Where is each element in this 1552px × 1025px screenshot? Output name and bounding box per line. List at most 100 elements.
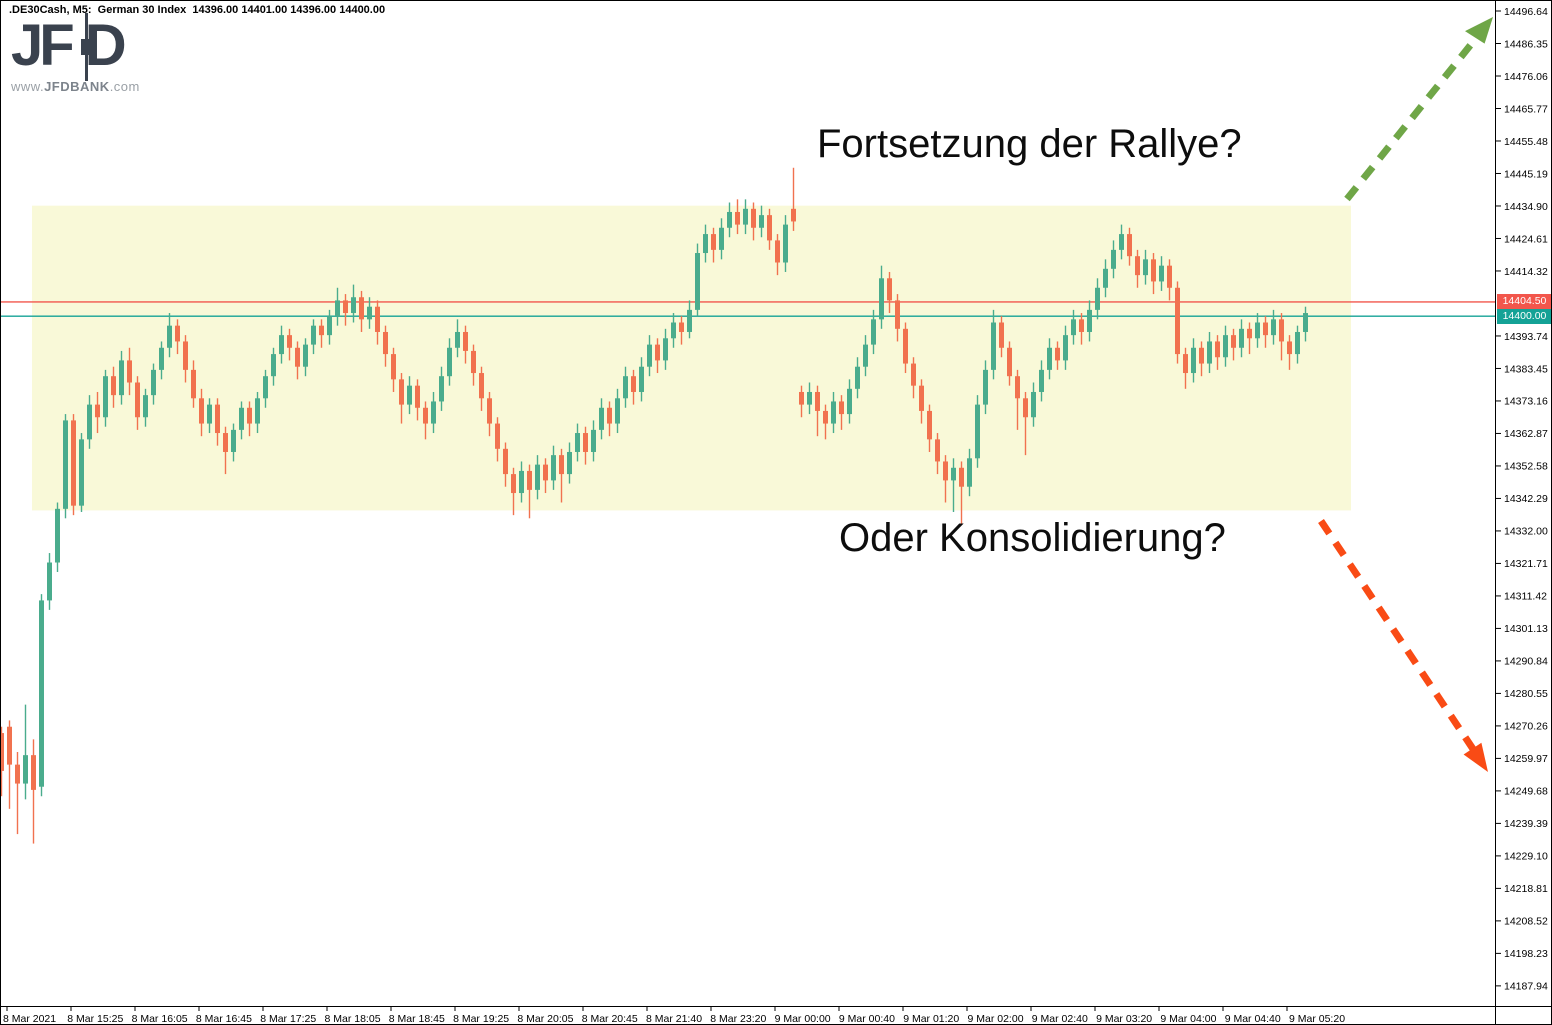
bull-candle — [79, 439, 84, 506]
bear-candle — [655, 344, 660, 361]
price-tick-label: 14249.68 — [1504, 786, 1548, 798]
time-tick-label: 9 Mar 03:20 — [1096, 1013, 1152, 1025]
bear-candle — [375, 306, 380, 332]
bull-candle — [39, 600, 44, 787]
bear-candle — [527, 470, 532, 490]
bear-candle — [943, 461, 948, 481]
bull-candle — [1047, 347, 1052, 370]
bull-candle — [455, 331, 460, 348]
bear-candle — [471, 350, 476, 374]
bear-candle — [903, 328, 908, 364]
bear-candle — [511, 474, 516, 494]
bull-candle — [439, 376, 444, 402]
price-tick-label: 14434.90 — [1504, 201, 1548, 213]
bull-candle — [159, 347, 164, 370]
bull-candle — [695, 253, 700, 310]
price-tick-label: 14270.26 — [1504, 721, 1548, 733]
bull-candle — [1063, 335, 1068, 361]
bull-candle — [1207, 341, 1212, 364]
time-tick-label: 8 Mar 18:45 — [389, 1013, 445, 1025]
bull-candle — [143, 395, 148, 418]
bear-candle — [1183, 354, 1188, 374]
bull-candle — [647, 344, 652, 367]
bull-candle — [207, 404, 212, 424]
bear-candle — [1055, 347, 1060, 361]
bear-candle — [1, 733, 4, 771]
price-tick-label: 14455.48 — [1504, 136, 1548, 148]
price-tick-label: 14229.10 — [1504, 851, 1548, 863]
price-tick-label: 14362.87 — [1504, 428, 1548, 440]
bear-candle — [191, 369, 196, 399]
price-tick-label: 14352.58 — [1504, 461, 1548, 473]
time-tick-label: 9 Mar 05:20 — [1289, 1013, 1345, 1025]
price-tick-label: 14259.97 — [1504, 753, 1548, 765]
time-tick-label: 8 Mar 20:05 — [517, 1013, 573, 1025]
down-trend-arrow — [1318, 519, 1476, 751]
bull-candle — [591, 429, 596, 452]
bull-candle — [951, 467, 956, 481]
consolidation-zone — [32, 205, 1351, 511]
bear-candle — [815, 391, 820, 411]
price-tick-label: 14290.84 — [1504, 656, 1548, 668]
price-tick-label: 14486.35 — [1504, 38, 1548, 50]
bull-candle — [1303, 313, 1308, 332]
bull-candle — [1119, 234, 1124, 250]
jfd-logo: J F D www.JFDBANK.com — [11, 13, 140, 94]
bear-candle — [839, 401, 844, 415]
bull-candle — [575, 433, 580, 452]
bear-candle — [999, 322, 1004, 348]
bull-candle — [327, 316, 332, 336]
bull-candle — [311, 325, 316, 345]
bear-candle — [319, 325, 324, 336]
bull-candle — [1159, 265, 1164, 282]
bull-candle — [47, 562, 52, 601]
bear-candle — [1287, 341, 1292, 355]
bid-price-tag: 14400.00 — [1497, 308, 1551, 324]
bull-candle — [743, 208, 748, 225]
bear-candle — [583, 433, 588, 452]
bull-candle — [1071, 319, 1076, 336]
bear-candle — [415, 385, 420, 408]
bear-candle — [31, 755, 36, 790]
bear-candle — [911, 363, 916, 386]
price-tick-label: 14332.00 — [1504, 526, 1548, 538]
bear-candle — [607, 407, 612, 424]
bear-candle — [175, 325, 180, 342]
bear-candle — [959, 467, 964, 487]
bear-candle — [1127, 234, 1132, 257]
time-tick-label: 8 Mar 23:20 — [710, 1013, 766, 1025]
time-tick-label: 8 Mar 15:25 — [67, 1013, 123, 1025]
bear-candle — [391, 354, 396, 380]
bear-candle — [383, 331, 388, 355]
bear-candle — [767, 215, 772, 241]
bear-candle — [1279, 319, 1284, 342]
bull-candle — [407, 385, 412, 405]
bull-candle — [1031, 391, 1036, 418]
bull-candle — [271, 354, 276, 377]
bull-candle — [1103, 268, 1108, 288]
bear-candle — [1007, 347, 1012, 377]
bull-candle — [975, 404, 980, 459]
price-tick-label: 14496.64 — [1504, 6, 1548, 18]
bull-candle — [703, 234, 708, 254]
bull-candle — [151, 369, 156, 396]
bull-candle — [991, 322, 996, 370]
bear-candle — [1079, 319, 1084, 332]
bear-candle — [495, 423, 500, 449]
time-tick-label: 8 Mar 21:40 — [646, 1013, 702, 1025]
up-trend-arrowhead — [1465, 17, 1493, 44]
bear-candle — [127, 360, 132, 383]
bear-candle — [543, 464, 548, 481]
time-tick-label: 8 Mar 20:45 — [582, 1013, 638, 1025]
bear-candle — [1023, 398, 1028, 418]
bear-candle — [823, 410, 828, 424]
bull-candle — [1111, 249, 1116, 269]
bear-candle — [111, 376, 116, 396]
bear-candle — [223, 433, 228, 452]
bull-candle — [1095, 287, 1100, 310]
price-tick-label: 14321.71 — [1504, 558, 1548, 570]
time-tick-label: 8 Mar 16:05 — [132, 1013, 188, 1025]
time-tick-label: 9 Mar 00:40 — [839, 1013, 895, 1025]
